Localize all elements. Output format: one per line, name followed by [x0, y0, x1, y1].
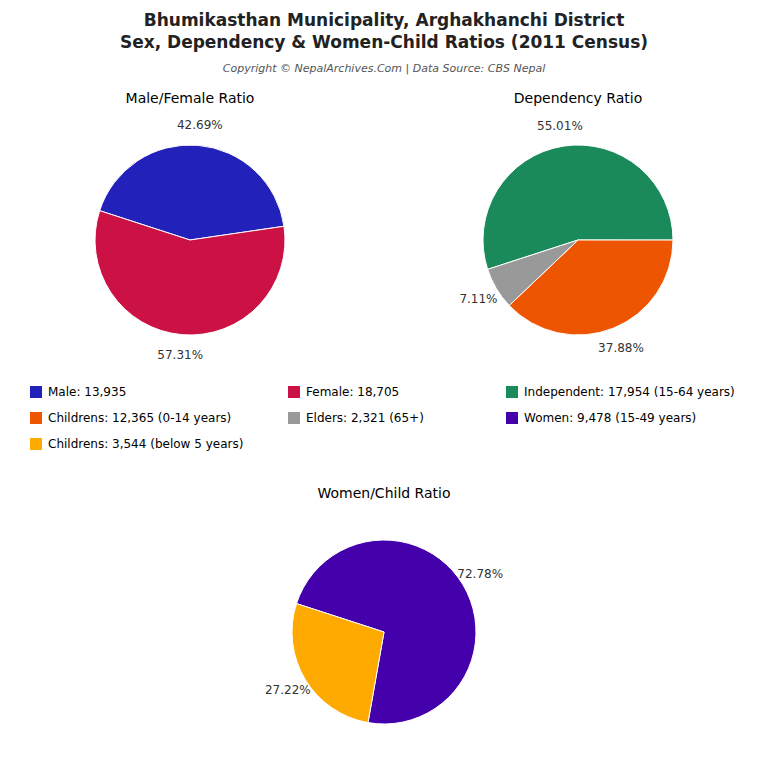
- legend-swatch: [506, 386, 518, 398]
- legend-swatch: [30, 438, 42, 450]
- pie-slice: [488, 240, 578, 306]
- legend-item: Independent: 17,954 (15-64 years): [506, 385, 735, 399]
- legend-item: Childrens: 12,365 (0-14 years): [30, 411, 231, 425]
- legend-item: Women: 9,478 (15-49 years): [506, 411, 696, 425]
- pie: 42.69% 57.31%: [95, 118, 285, 363]
- legend-swatch: [30, 412, 42, 424]
- legend-item: Childrens: 3,544 (below 5 years): [30, 437, 243, 451]
- data-label: 72.78%: [457, 567, 503, 581]
- legend-item: Elders: 2,321 (65+): [288, 411, 424, 425]
- legend-label: Independent: 17,954 (15-64 years): [524, 385, 735, 399]
- legend: Male: 13,935 Female: 18,705 Independent: 1…: [30, 385, 735, 451]
- legend-swatch: [506, 412, 518, 424]
- title: Sex, Dependency & Women-Child Ratios (20…: [120, 32, 648, 52]
- data-label: 42.69%: [177, 118, 223, 132]
- legend-label: Female: 18,705: [306, 385, 399, 399]
- legend-swatch: [288, 386, 300, 398]
- chart: Bhumikasthan Municipality, Arghakhanchi …: [0, 0, 768, 768]
- data-label: 57.31%: [157, 348, 203, 362]
- pie-title: Women/Child Ratio: [317, 485, 450, 501]
- legend-label: Childrens: 3,544 (below 5 years): [48, 437, 243, 451]
- legend-swatch: [288, 412, 300, 424]
- pie: 72.78% 27.22%: [265, 540, 503, 724]
- legend-label: Male: 13,935: [48, 385, 126, 399]
- data-label: 37.88%: [598, 341, 644, 355]
- legend-swatch: [30, 386, 42, 398]
- legend-item: Female: 18,705: [288, 385, 399, 399]
- legend-item: Male: 13,935: [30, 385, 126, 399]
- pie-slice: [95, 211, 285, 335]
- title: Bhumikasthan Municipality, Arghakhanchi …: [144, 10, 625, 30]
- legend-label: Elders: 2,321 (65+): [306, 411, 424, 425]
- pie: 55.01% 37.88% 7.11%: [459, 119, 673, 355]
- legend-label: Childrens: 12,365 (0-14 years): [48, 411, 231, 425]
- data-label: 7.11%: [459, 292, 497, 306]
- data-label: 27.22%: [265, 683, 311, 697]
- data-label: 55.01%: [537, 119, 583, 133]
- subtitle: Copyright © NepalArchives.Com | Data Sou…: [223, 62, 545, 75]
- legend-label: Women: 9,478 (15-49 years): [524, 411, 696, 425]
- pie-title: Dependency Ratio: [514, 90, 643, 106]
- pie-slice: [292, 604, 384, 723]
- pie-title: Male/Female Ratio: [126, 90, 255, 106]
